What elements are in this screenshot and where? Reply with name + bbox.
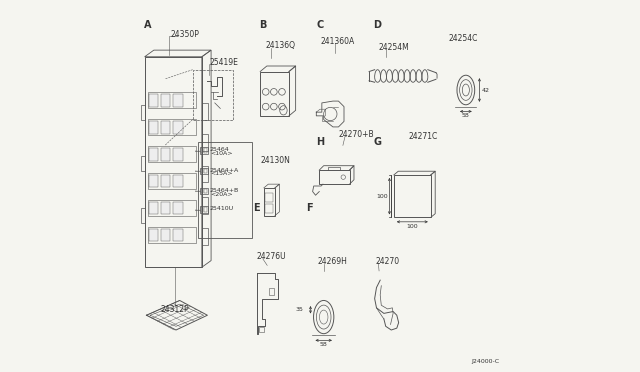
Bar bbox=[394, 175, 431, 217]
Text: 100: 100 bbox=[406, 224, 418, 229]
Text: 58: 58 bbox=[320, 342, 328, 347]
Bar bbox=[202, 166, 208, 182]
Text: 25464: 25464 bbox=[210, 147, 230, 152]
Text: 241360A: 241360A bbox=[321, 37, 355, 46]
Bar bbox=[202, 103, 208, 119]
Text: H: H bbox=[316, 137, 324, 147]
Text: 25419E: 25419E bbox=[209, 58, 238, 67]
Bar bbox=[200, 188, 208, 195]
Bar bbox=[148, 227, 196, 243]
Bar bbox=[266, 193, 273, 202]
Bar bbox=[161, 148, 170, 161]
Bar bbox=[149, 94, 158, 107]
Text: 25464+A: 25464+A bbox=[210, 168, 239, 173]
Text: 42: 42 bbox=[481, 87, 489, 93]
Text: B: B bbox=[259, 20, 266, 31]
Bar bbox=[173, 202, 182, 214]
Text: G: G bbox=[374, 137, 381, 147]
Bar bbox=[148, 119, 196, 135]
Bar bbox=[204, 148, 207, 153]
Text: F: F bbox=[307, 203, 313, 213]
Bar bbox=[266, 205, 273, 212]
Text: A: A bbox=[143, 20, 151, 31]
Bar bbox=[148, 200, 196, 216]
Bar bbox=[173, 121, 182, 134]
Text: 24136Q: 24136Q bbox=[266, 41, 295, 50]
Bar bbox=[201, 169, 204, 173]
Bar bbox=[141, 157, 145, 171]
Bar bbox=[202, 228, 208, 245]
Bar bbox=[149, 202, 158, 214]
Bar bbox=[264, 188, 275, 215]
Text: J24000-C: J24000-C bbox=[471, 359, 499, 364]
Bar bbox=[141, 105, 145, 119]
Text: 24312P: 24312P bbox=[161, 305, 189, 314]
Bar bbox=[204, 169, 207, 173]
Text: <20A>: <20A> bbox=[210, 192, 232, 197]
Bar bbox=[200, 206, 208, 213]
Bar bbox=[319, 170, 349, 184]
Bar bbox=[161, 121, 170, 134]
Text: D: D bbox=[374, 20, 381, 31]
Text: 58: 58 bbox=[462, 113, 470, 118]
Text: 24269H: 24269H bbox=[318, 257, 348, 266]
Bar bbox=[173, 148, 182, 161]
Bar bbox=[161, 94, 170, 107]
Text: 24271C: 24271C bbox=[408, 132, 438, 141]
Bar bbox=[204, 208, 207, 212]
Text: 35: 35 bbox=[295, 307, 303, 312]
Bar bbox=[148, 92, 196, 109]
Text: 25410U: 25410U bbox=[210, 206, 234, 211]
Bar bbox=[260, 71, 289, 116]
Bar bbox=[161, 229, 170, 241]
Bar bbox=[204, 189, 207, 193]
Bar bbox=[202, 197, 208, 214]
Text: E: E bbox=[253, 203, 259, 213]
Bar bbox=[269, 288, 274, 295]
Bar bbox=[149, 175, 158, 187]
Bar bbox=[161, 202, 170, 214]
Text: 24254C: 24254C bbox=[448, 34, 477, 43]
Bar bbox=[148, 173, 196, 189]
Text: 24130N: 24130N bbox=[261, 155, 291, 165]
Bar bbox=[173, 94, 182, 107]
Bar bbox=[149, 121, 158, 134]
Bar bbox=[161, 175, 170, 187]
Text: 24254M: 24254M bbox=[378, 43, 409, 52]
Bar bbox=[149, 229, 158, 241]
Bar bbox=[201, 189, 204, 193]
Bar bbox=[200, 167, 208, 174]
Text: <10A>: <10A> bbox=[210, 151, 232, 156]
Bar bbox=[259, 327, 264, 332]
Text: C: C bbox=[316, 20, 324, 31]
Text: 24270+B: 24270+B bbox=[339, 130, 374, 139]
Text: 24270: 24270 bbox=[376, 257, 399, 266]
Bar bbox=[145, 57, 202, 267]
Bar bbox=[173, 229, 182, 241]
Text: 25464+B: 25464+B bbox=[210, 188, 239, 193]
Text: 24276U: 24276U bbox=[256, 252, 285, 262]
Text: <15A>: <15A> bbox=[210, 171, 232, 176]
Text: 100: 100 bbox=[376, 194, 388, 199]
Bar bbox=[202, 134, 208, 151]
Bar bbox=[149, 148, 158, 161]
Bar bbox=[141, 208, 145, 223]
Bar bbox=[201, 208, 204, 212]
Bar bbox=[148, 146, 196, 162]
Text: 24350P: 24350P bbox=[170, 30, 199, 39]
Bar bbox=[200, 147, 208, 154]
Bar bbox=[173, 175, 182, 187]
Bar bbox=[201, 148, 204, 153]
